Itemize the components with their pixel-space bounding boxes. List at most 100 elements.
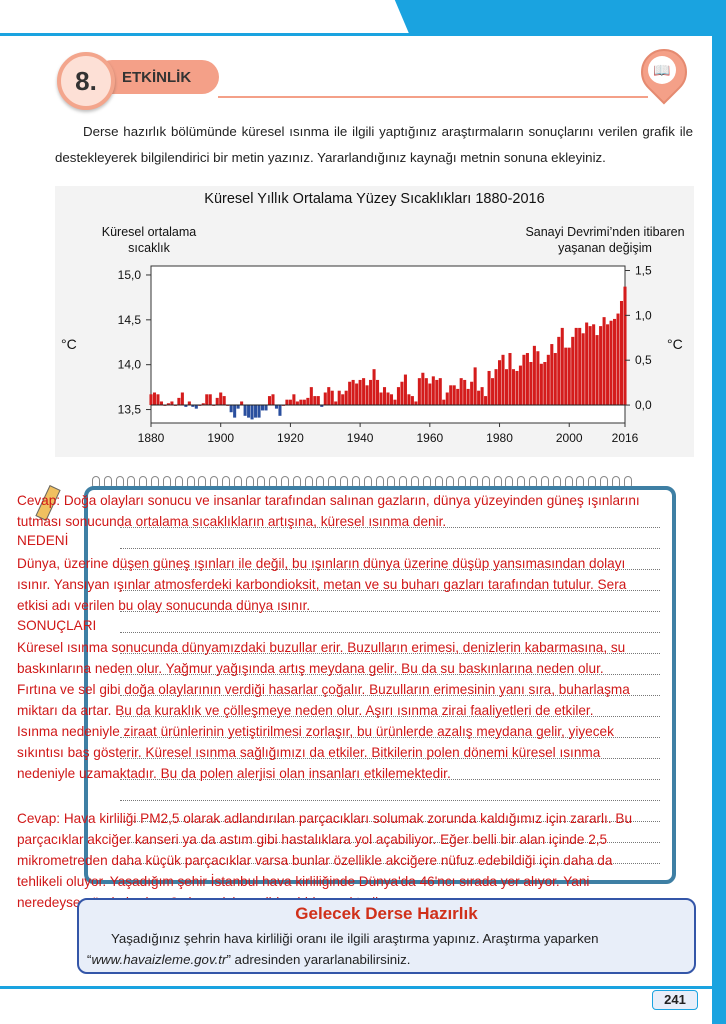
activity-divider [218, 96, 648, 98]
chart-bar [623, 286, 627, 406]
answer-line: sıkıntısı baş gösterir. Küresel ısınma s… [17, 745, 601, 760]
chart-bar [379, 392, 383, 406]
chart-bar [574, 327, 578, 406]
future-url: www.havaizleme.gov.tr [91, 952, 227, 967]
chart-bar [250, 405, 254, 420]
bottom-border-line [0, 986, 712, 989]
chart-bar [323, 392, 327, 406]
chart-bar [504, 369, 509, 406]
answer-line: parçacıklar akciğer kanseri ya da astım … [17, 832, 608, 847]
answer-line: Cevap: Doğa olayları sonucu ve insanlar … [17, 493, 640, 508]
chart-bar [386, 392, 390, 406]
chart-bar [264, 405, 268, 411]
answer-line: nedeniyle uzamaktadır. Bu da polen alerj… [17, 766, 451, 781]
chart-bar [473, 367, 477, 406]
future-text: Yaşadığınız şehrin hava kirliliği oranı … [87, 928, 687, 970]
chart-bar [236, 405, 240, 409]
chart-bar [187, 401, 191, 406]
dotted-line [120, 569, 660, 570]
top-right-tab [394, 0, 726, 34]
chart-bar [602, 317, 606, 406]
chart-bar [470, 381, 474, 406]
chart-bar [445, 392, 449, 406]
chart-bar [355, 383, 359, 406]
answer-line: tehlikeli oluyor. Yaşadığım şehir İstanb… [17, 874, 590, 889]
intro-paragraph: Derse hazırlık bölümünde küresel ısınma … [55, 124, 693, 165]
chart-bar [532, 345, 536, 406]
chart-bar [180, 392, 184, 406]
chart-bar [306, 397, 310, 406]
chart-bar [201, 403, 205, 406]
chart-bar [243, 405, 247, 416]
chart-bar [525, 353, 529, 406]
answer-line: SONUÇLARI [17, 618, 97, 633]
future-text-before: Yaşadığınız şehrin hava kirliliği oranı … [87, 931, 599, 967]
chart-bar [351, 379, 355, 406]
chart-left-tick-label: 14,0 [118, 358, 142, 372]
chart-bar [344, 390, 348, 406]
answer-line: tutması sonucunda ortalama sıcaklıkların… [17, 514, 447, 529]
chart-bar [539, 363, 543, 406]
chart-bar [396, 387, 400, 406]
activity-number-badge: 8. [57, 52, 115, 110]
chart-bar [302, 399, 306, 406]
future-text-after: ” adresinden yararlanabilirsiniz. [226, 952, 411, 967]
chart-bar [320, 405, 324, 407]
chart-bar [564, 347, 568, 406]
chart-bar [567, 347, 571, 406]
chart-bar [215, 397, 219, 406]
chart-bar [417, 378, 421, 406]
chart-bar [546, 354, 550, 406]
chart-bar [410, 396, 414, 406]
chart-bar [334, 401, 338, 406]
chart-bar [194, 405, 198, 409]
chart-bar [372, 369, 376, 406]
chart-bar [156, 394, 160, 406]
dotted-line [120, 527, 660, 528]
chart-x-tick-label: 2016 [612, 431, 639, 445]
dotted-line [120, 716, 660, 717]
chart-x-tick-label: 1940 [347, 431, 374, 445]
answer-line: Isınma nedeniyle ziraat ürünlerinin yeti… [17, 724, 614, 739]
chart-bar [159, 401, 163, 406]
chart-bar [257, 405, 261, 418]
notebook-writing-area[interactable] [84, 486, 676, 884]
chart-bar [285, 399, 289, 406]
chart-title: Küresel Yıllık Ortalama Yüzey Sıcaklıkla… [204, 191, 545, 207]
chart-bar [515, 370, 519, 406]
chart-bar [341, 394, 345, 406]
page-edge-bar [712, 0, 726, 1024]
answer-line: miktarı da artar. Bu da kuraklık ve çöll… [17, 703, 594, 718]
chart-bar [376, 379, 380, 406]
chart-bar [403, 374, 407, 406]
chart-bar [295, 401, 299, 406]
activity-number: 8. [75, 65, 97, 96]
chart-bar [480, 387, 484, 406]
chart-bar [421, 372, 425, 406]
chart-bar [292, 394, 296, 406]
chart-x-tick-label: 1980 [486, 431, 513, 445]
chart-x-tick-label: 1880 [138, 431, 165, 445]
chart-bar [557, 336, 561, 406]
chart-left-tick-label: 13,5 [118, 403, 142, 417]
dotted-line [120, 821, 660, 822]
chart-bar [501, 354, 505, 406]
chart-bar [267, 396, 272, 406]
chart-bar [152, 392, 157, 406]
chart-right-tick-label: 0,5 [635, 353, 652, 367]
chart-bar [407, 394, 411, 406]
chart-bar [543, 361, 547, 406]
chart-bar [518, 365, 522, 406]
dotted-line [120, 590, 660, 591]
chart-bar [494, 369, 498, 406]
chart-bar [260, 405, 265, 411]
chart-bar [571, 336, 575, 406]
chart-bar [166, 403, 170, 406]
dotted-line [120, 863, 660, 864]
chart-bar [369, 379, 373, 406]
page-number: 241 [652, 990, 698, 1010]
chart-bar [578, 327, 582, 406]
chart-bar [463, 379, 467, 406]
chart-bar [208, 394, 212, 406]
chart-bar [449, 385, 453, 406]
